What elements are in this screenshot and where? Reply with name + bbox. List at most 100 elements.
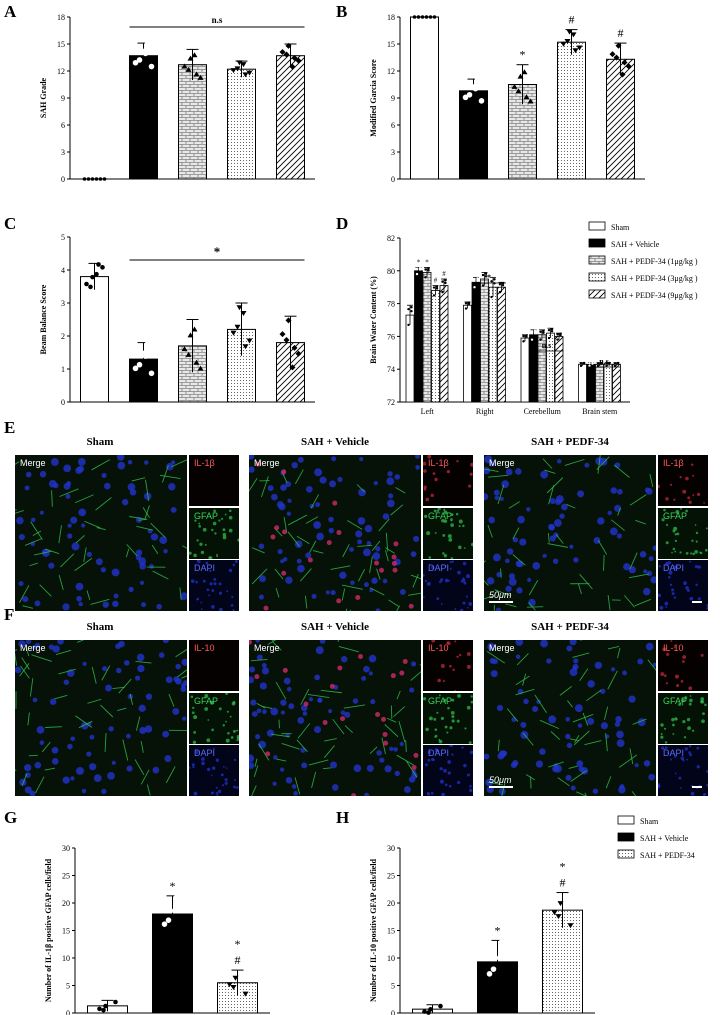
channel-signal xyxy=(234,560,238,564)
bar xyxy=(595,363,604,403)
astrocyte-process xyxy=(95,497,112,511)
nucleus xyxy=(48,644,55,650)
channel-signal xyxy=(193,730,197,734)
y-tick-label: 3 xyxy=(61,148,65,157)
nucleus xyxy=(642,587,651,596)
channel-signal xyxy=(464,726,467,730)
astrocyte-process xyxy=(129,693,134,705)
dapi-channel-micrograph: DAPI xyxy=(423,745,473,796)
channel-signal xyxy=(204,543,207,546)
nucleus xyxy=(139,726,147,735)
nucleus xyxy=(100,567,106,573)
channel-signal xyxy=(466,606,469,609)
astrocyte-process xyxy=(378,518,390,532)
nucleus xyxy=(499,496,504,501)
bar xyxy=(557,41,586,180)
astrocyte-process xyxy=(75,535,85,544)
legend-label: SAH + Vehicle xyxy=(611,240,660,249)
astrocyte-process xyxy=(539,719,560,730)
y-tick-label: 30 xyxy=(62,844,70,853)
nucleus xyxy=(566,742,573,749)
astrocyte-process xyxy=(385,547,395,554)
astrocyte-process xyxy=(603,554,605,571)
channel-signal xyxy=(700,653,704,657)
astrocyte-process xyxy=(74,494,94,504)
nucleus xyxy=(93,774,102,783)
gfap-channel-micrograph: GFAP xyxy=(189,507,239,559)
marker-signal xyxy=(265,751,271,757)
astrocyte-process xyxy=(613,464,630,478)
nucleus xyxy=(48,562,55,569)
astrocyte-process xyxy=(381,737,386,755)
channel-signal xyxy=(451,698,455,702)
channel-signal xyxy=(696,492,701,496)
marker-signal xyxy=(307,557,313,563)
channel-signal xyxy=(430,493,434,498)
channel-signal xyxy=(225,692,229,695)
channel-signal xyxy=(226,710,229,713)
data-point xyxy=(97,1006,102,1012)
nucleus xyxy=(297,716,305,724)
channel-signal xyxy=(192,766,195,769)
dapi-channel-micrograph: DAPI xyxy=(658,745,708,796)
channel-texture xyxy=(189,747,239,796)
marker-signal xyxy=(282,667,288,673)
astrocyte-process xyxy=(384,724,399,738)
x-tick-label: Cerebellum xyxy=(524,407,562,416)
nucleus xyxy=(490,670,498,678)
y-tick-label: 30 xyxy=(387,844,395,853)
channel-signal xyxy=(447,771,451,775)
channel-signal xyxy=(670,640,673,643)
channel-signal xyxy=(229,715,232,718)
astrocyte-process xyxy=(32,530,42,537)
nucleus xyxy=(137,664,145,673)
channel-signal xyxy=(701,718,705,723)
nucleus xyxy=(499,750,507,758)
nucleus xyxy=(70,776,75,781)
merge-label: Merge xyxy=(489,643,515,653)
channel-label: IL-10 xyxy=(194,643,215,653)
nucleus xyxy=(409,687,415,693)
channel-signal xyxy=(433,717,437,721)
nucleus xyxy=(548,715,557,724)
data-point xyxy=(415,272,419,276)
channel-signal xyxy=(695,583,698,587)
nucleus xyxy=(102,601,109,608)
nucleus xyxy=(63,679,70,686)
nucleus xyxy=(569,640,577,646)
data-point xyxy=(511,83,518,89)
gfap-channel-micrograph: GFAP xyxy=(658,507,708,559)
marker-signal xyxy=(382,731,388,737)
data-point xyxy=(103,1003,108,1009)
nucleus xyxy=(643,760,651,767)
gfap-channel-micrograph: GFAP xyxy=(423,507,473,559)
channel-signal xyxy=(427,455,432,459)
channel-signal xyxy=(662,747,665,751)
channel-signal xyxy=(196,538,199,542)
nucleus xyxy=(16,516,24,525)
merge-micrograph: Merge 50μm xyxy=(484,455,656,611)
bar xyxy=(439,285,449,403)
data-point xyxy=(572,48,579,54)
astrocyte-process xyxy=(171,459,187,468)
data-point xyxy=(197,74,204,80)
channel-signal xyxy=(458,545,462,549)
bar xyxy=(422,272,432,403)
nucleus xyxy=(319,640,326,644)
bar xyxy=(554,336,564,403)
merge-image-texture xyxy=(15,640,187,796)
nucleus xyxy=(508,577,517,586)
channel-signal xyxy=(436,711,439,714)
nucleus xyxy=(286,511,291,516)
nucleus xyxy=(373,480,379,486)
channel-signal xyxy=(662,647,667,652)
astrocyte-process xyxy=(611,519,625,531)
channel-signal xyxy=(665,540,669,544)
astrocyte-process xyxy=(150,522,166,538)
channel-signal xyxy=(689,698,693,702)
astrocyte-process xyxy=(349,609,351,611)
channel-signal xyxy=(198,522,201,525)
column-title-sham: Sham xyxy=(86,621,114,633)
legend-swatch xyxy=(617,815,635,825)
data-point xyxy=(187,332,194,338)
